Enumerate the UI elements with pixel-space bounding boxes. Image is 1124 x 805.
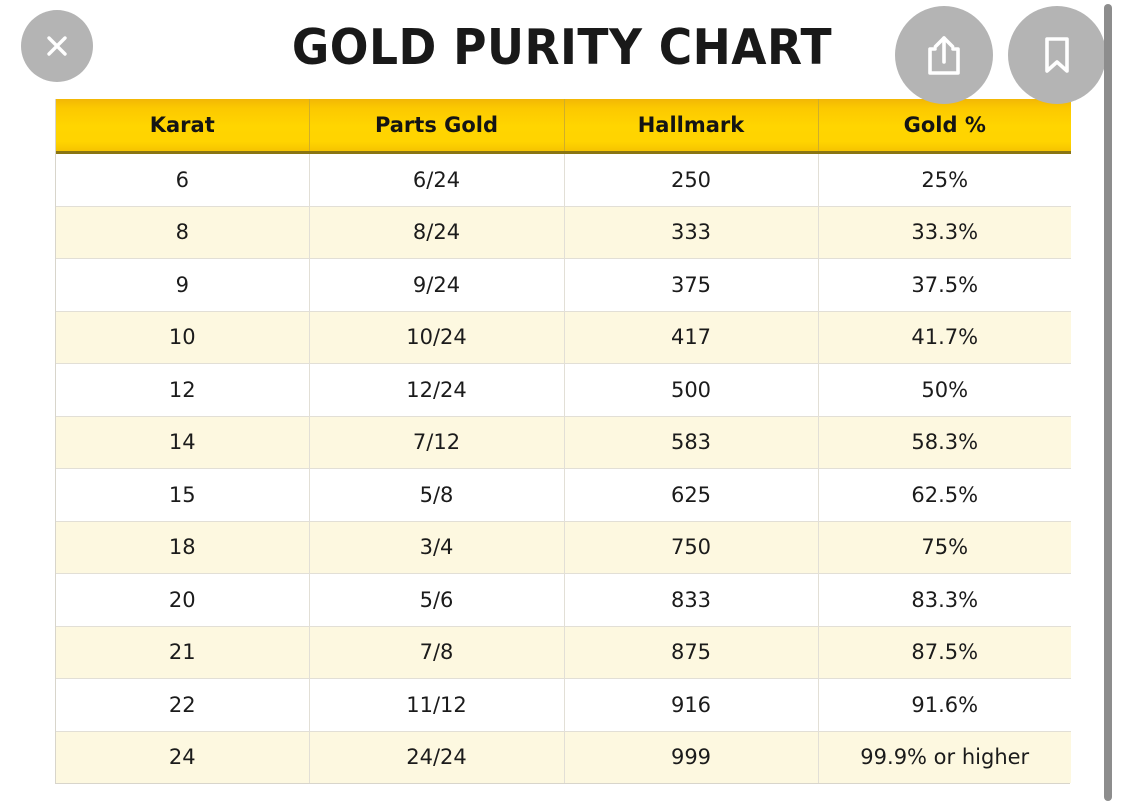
cell-hallmark: 625 (564, 468, 819, 522)
table-row: 12 12/24 500 50% (56, 363, 1071, 417)
cell-parts: 10/24 (309, 311, 565, 364)
cell-hallmark: 999 (564, 731, 819, 783)
cell-hallmark: 375 (564, 258, 819, 312)
cell-karat: 8 (56, 206, 310, 259)
cell-parts: 6/24 (309, 152, 565, 207)
column-header-hallmark: Hallmark (564, 99, 819, 154)
column-header-gold-percent: Gold % (818, 99, 1071, 154)
cell-karat: 14 (56, 416, 310, 469)
cell-parts: 24/24 (309, 731, 565, 783)
cell-gold-percent: 87.5% (818, 626, 1071, 679)
cell-parts: 7/8 (309, 626, 565, 679)
cell-gold-percent: 58.3% (818, 416, 1071, 469)
cell-hallmark: 500 (564, 363, 819, 417)
table-row: 10 10/24 417 41.7% (56, 311, 1071, 364)
cell-karat: 10 (56, 311, 310, 364)
bookmark-button[interactable] (1008, 6, 1106, 104)
table-row: 14 7/12 583 58.3% (56, 416, 1071, 469)
table-row: 9 9/24 375 37.5% (56, 258, 1071, 312)
table-body: 6 6/24 250 25% 8 8/24 333 33.3% 9 9/24 3… (56, 152, 1071, 783)
bookmark-icon (1036, 31, 1078, 79)
cell-parts: 8/24 (309, 206, 565, 259)
share-button[interactable] (895, 6, 993, 104)
gold-purity-table: Karat Parts Gold Hallmark Gold % 6 6/24 … (56, 99, 1071, 783)
close-icon (40, 29, 74, 63)
cell-gold-percent: 62.5% (818, 468, 1071, 522)
table-row: 15 5/8 625 62.5% (56, 468, 1071, 522)
cell-karat: 12 (56, 363, 310, 417)
cell-hallmark: 250 (564, 152, 819, 207)
share-icon (922, 31, 966, 79)
cell-parts: 7/12 (309, 416, 565, 469)
cell-karat: 21 (56, 626, 310, 679)
scrollbar-thumb[interactable] (1104, 4, 1112, 801)
table-row: 6 6/24 250 25% (56, 152, 1071, 207)
viewer-toolbar (0, 0, 1124, 104)
cell-karat: 24 (56, 731, 310, 783)
cell-hallmark: 833 (564, 573, 819, 627)
table-row: 21 7/8 875 87.5% (56, 626, 1071, 679)
table-row: 20 5/6 833 83.3% (56, 573, 1071, 627)
cell-karat: 15 (56, 468, 310, 522)
cell-gold-percent: 83.3% (818, 573, 1071, 627)
cell-karat: 22 (56, 678, 310, 732)
cell-gold-percent: 50% (818, 363, 1071, 417)
cell-karat: 20 (56, 573, 310, 627)
cell-parts: 9/24 (309, 258, 565, 312)
cell-hallmark: 417 (564, 311, 819, 364)
cell-parts: 5/6 (309, 573, 565, 627)
page-title: GOLD PURITY CHART (291, 19, 833, 76)
table-row: 8 8/24 333 33.3% (56, 206, 1071, 259)
scrollbar-track[interactable] (1104, 0, 1112, 805)
cell-karat: 18 (56, 521, 310, 574)
cell-gold-percent: 75% (818, 521, 1071, 574)
cell-gold-percent: 37.5% (818, 258, 1071, 312)
cell-hallmark: 333 (564, 206, 819, 259)
cell-parts: 12/24 (309, 363, 565, 417)
cell-karat: 9 (56, 258, 310, 312)
cell-parts: 11/12 (309, 678, 565, 732)
table-header-row: Karat Parts Gold Hallmark Gold % (56, 99, 1071, 154)
cell-hallmark: 583 (564, 416, 819, 469)
cell-gold-percent: 41.7% (818, 311, 1071, 364)
column-header-parts-gold: Parts Gold (309, 99, 565, 154)
cell-gold-percent: 25% (818, 152, 1071, 207)
cell-gold-percent: 99.9% or higher (818, 731, 1071, 783)
cell-hallmark: 916 (564, 678, 819, 732)
gold-purity-table-container: Karat Parts Gold Hallmark Gold % 6 6/24 … (55, 99, 1071, 784)
cell-parts: 5/8 (309, 468, 565, 522)
cell-parts: 3/4 (309, 521, 565, 574)
cell-gold-percent: 91.6% (818, 678, 1071, 732)
table-row: 18 3/4 750 75% (56, 521, 1071, 574)
cell-gold-percent: 33.3% (818, 206, 1071, 259)
table-row: 24 24/24 999 99.9% or higher (56, 731, 1071, 783)
column-header-karat: Karat (56, 99, 310, 154)
table-row: 22 11/12 916 91.6% (56, 678, 1071, 732)
cell-hallmark: 750 (564, 521, 819, 574)
close-button[interactable] (21, 10, 93, 82)
cell-hallmark: 875 (564, 626, 819, 679)
cell-karat: 6 (56, 152, 310, 207)
